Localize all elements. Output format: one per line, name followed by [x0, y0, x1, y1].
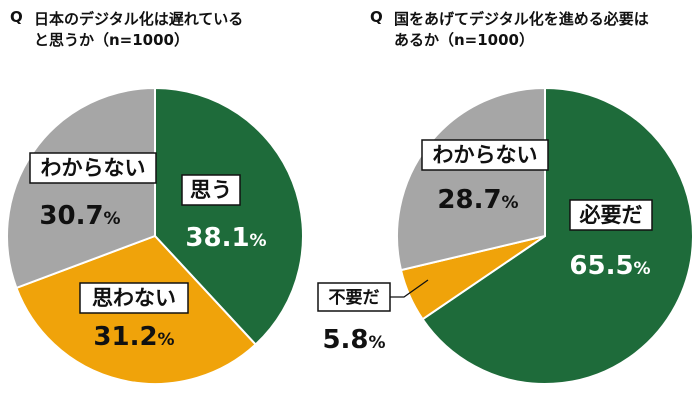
chart2-label-needed: 必要だ 65.5%	[569, 199, 653, 281]
label-box	[317, 282, 391, 312]
chart1-title-line2: と思うか（n=1000）	[34, 31, 189, 49]
chart2-title: Q 国をあげてデジタル化を進める必要は あるか（n=1000）	[370, 8, 700, 52]
label-box	[569, 199, 653, 231]
slice-label: 必要だ	[580, 203, 643, 227]
slice-label: 思う	[190, 178, 232, 202]
slice-value: 30.7%	[39, 201, 120, 231]
label-box	[29, 152, 157, 184]
chart2-title-line1: 国をあげてデジタル化を進める必要は	[394, 10, 649, 28]
chart2-label-unknown: わからない 28.7%	[421, 139, 549, 215]
label-box	[181, 174, 241, 206]
chart1-label-unknown: わからない 30.7%	[29, 152, 157, 231]
chart2-label-unneeded: 不要だ 5.8%	[317, 279, 429, 355]
slice-value: 28.7%	[437, 185, 518, 215]
label-box	[421, 139, 549, 171]
chart2-title-line2: あるか（n=1000）	[394, 31, 534, 49]
question-mark: Q	[370, 8, 383, 26]
chart1-label-agree: 思う 38.1%	[181, 174, 267, 253]
slice-label: わからない	[41, 156, 146, 180]
pie-slice-needed	[421, 86, 694, 385]
slice-value: 38.1%	[185, 223, 266, 253]
question-mark: Q	[10, 8, 23, 26]
pie-slice-agree	[154, 86, 304, 346]
slice-value: 31.2%	[93, 322, 174, 352]
pie-slice-unknown	[6, 86, 156, 290]
leader-line	[390, 279, 429, 298]
chart1-title: Q 日本のデジタル化は遅れている と思うか（n=1000）	[10, 8, 340, 52]
slice-label: 思わない	[92, 286, 176, 310]
slice-value: 65.5%	[569, 251, 650, 281]
pie-chart-digitalization-need	[396, 86, 694, 385]
label-box	[79, 282, 189, 314]
slice-label: わからない	[433, 143, 538, 167]
chart1-title-line1: 日本のデジタル化は遅れている	[34, 10, 244, 28]
slice-label: 不要だ	[329, 288, 380, 308]
chart1-label-disagree: 思わない 31.2%	[79, 282, 189, 352]
slice-value: 5.8%	[322, 325, 385, 355]
